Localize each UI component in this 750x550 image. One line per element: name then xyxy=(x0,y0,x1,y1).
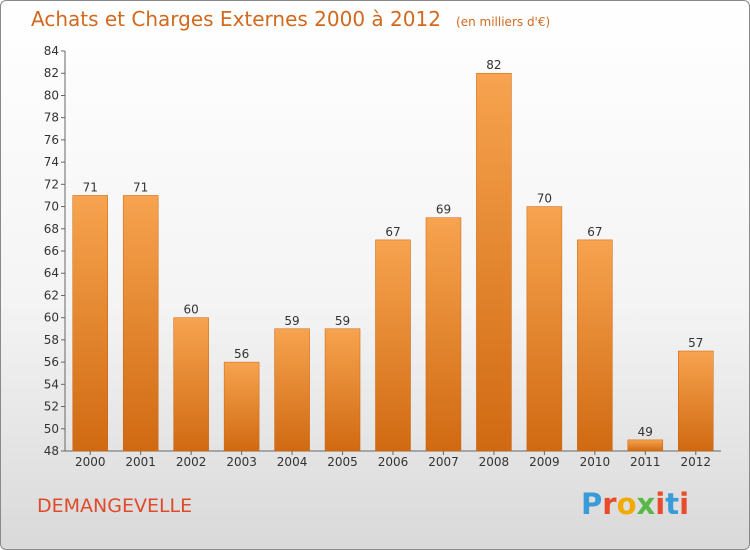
data-label: 71 xyxy=(83,180,98,194)
y-tick-label: 50 xyxy=(44,422,59,436)
y-tick-label: 68 xyxy=(44,222,59,236)
bar xyxy=(476,72,512,452)
data-label: 82 xyxy=(486,58,501,72)
proxiti-logo: Proxiti xyxy=(581,487,689,521)
x-tick-label: 2006 xyxy=(378,455,409,469)
y-tick-label: 84 xyxy=(44,44,59,58)
data-label: 67 xyxy=(587,225,602,239)
logo-letter: o xyxy=(616,487,637,521)
y-tick-label: 58 xyxy=(44,333,59,347)
y-tick-label: 80 xyxy=(44,88,59,102)
logo-letter: t xyxy=(665,487,680,521)
data-label: 71 xyxy=(133,180,148,194)
x-tick-label: 2010 xyxy=(580,455,611,469)
y-tick-label: 54 xyxy=(44,377,59,391)
logo-letter: i xyxy=(679,487,690,521)
data-label: 69 xyxy=(436,203,451,217)
bar xyxy=(274,328,310,452)
title-row: Achats et Charges Externes 2000 à 2012 (… xyxy=(31,7,550,31)
y-tick-label: 72 xyxy=(44,177,59,191)
x-tick-label: 2005 xyxy=(327,455,358,469)
y-tick-label: 52 xyxy=(44,400,59,414)
data-label: 70 xyxy=(537,192,552,206)
bar xyxy=(72,195,108,452)
x-tick-label: 2000 xyxy=(75,455,106,469)
y-tick-label: 74 xyxy=(44,155,59,169)
bar xyxy=(324,328,361,452)
x-tick-label: 2012 xyxy=(680,455,711,469)
bar xyxy=(627,439,664,452)
y-tick-label: 78 xyxy=(44,111,59,125)
logo-letter: i xyxy=(655,487,666,521)
x-tick-label: 2007 xyxy=(428,455,459,469)
y-tick-label: 64 xyxy=(44,266,59,280)
x-tick-label: 2001 xyxy=(125,455,156,469)
bar xyxy=(526,206,563,452)
data-label: 60 xyxy=(184,303,199,317)
y-tick-label: 76 xyxy=(44,133,59,147)
bar xyxy=(678,350,714,452)
y-tick-label: 60 xyxy=(44,311,59,325)
data-label: 56 xyxy=(234,347,249,361)
y-tick-label: 70 xyxy=(44,200,59,214)
bar xyxy=(577,239,613,452)
y-tick-label: 62 xyxy=(44,288,59,302)
data-label: 57 xyxy=(688,336,703,350)
y-tick-label: 56 xyxy=(44,355,59,369)
data-label: 59 xyxy=(284,314,299,328)
x-tick-label: 2002 xyxy=(176,455,207,469)
y-tick-label: 66 xyxy=(44,244,59,258)
x-tick-label: 2011 xyxy=(630,455,661,469)
bar xyxy=(122,195,159,452)
logo-letter: x xyxy=(636,487,656,521)
bar xyxy=(223,361,260,452)
labels-group: 71 2000 71 2001 60 2002 56 2003 59 2004 59 2005 67 20… xyxy=(75,58,711,469)
chart-title: Achats et Charges Externes 2000 à 2012 xyxy=(31,7,441,31)
bar xyxy=(375,239,411,452)
logo-letter: r xyxy=(602,487,617,521)
bars-group xyxy=(72,72,714,452)
x-tick-label: 2009 xyxy=(529,455,560,469)
commune-name: DEMANGEVELLE xyxy=(37,495,193,517)
data-label: 67 xyxy=(385,225,400,239)
logo-letter: P xyxy=(581,487,603,521)
bar xyxy=(425,217,462,452)
y-tick-label: 82 xyxy=(44,66,59,80)
bar xyxy=(173,317,209,452)
data-label: 59 xyxy=(335,314,350,328)
chart-unit: (en milliers d'€) xyxy=(456,15,551,29)
y-tick-label: 48 xyxy=(44,444,59,458)
data-label: 49 xyxy=(638,425,653,439)
axes: 48 50 52 54 56 58 60 62 64 66 68 70 72 74 76 78 80 82 84 xyxy=(44,44,721,458)
x-tick-label: 2004 xyxy=(277,455,308,469)
x-tick-label: 2008 xyxy=(479,455,510,469)
x-tick-label: 2003 xyxy=(226,455,257,469)
